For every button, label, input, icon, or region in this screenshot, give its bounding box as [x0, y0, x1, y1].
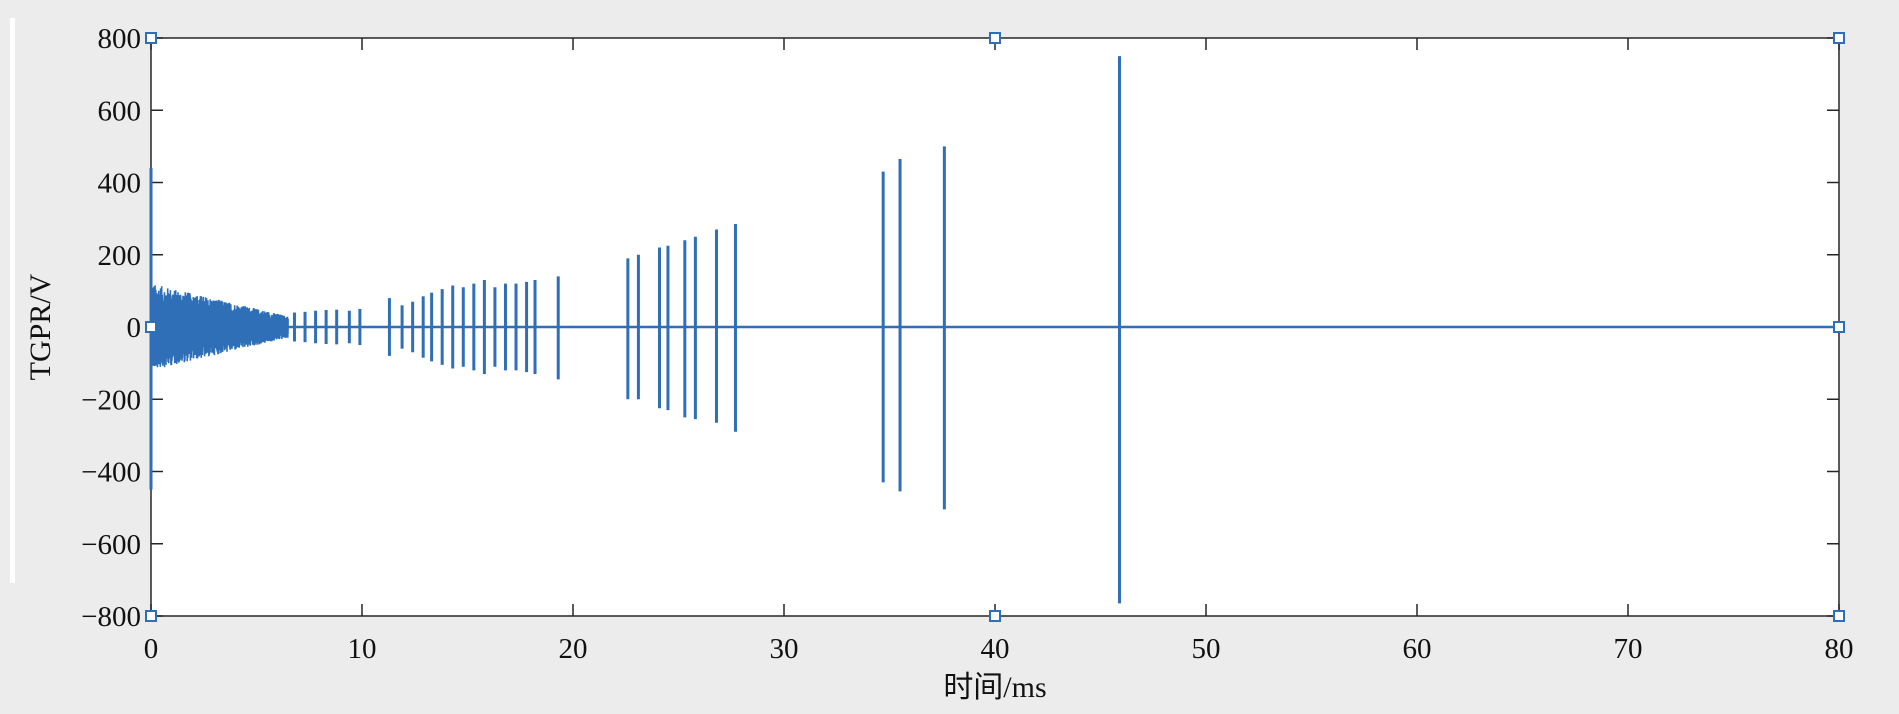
y-tick-label: −400 [81, 457, 141, 489]
frame-marker [145, 610, 157, 622]
x-axis-label: 时间/ms [943, 671, 1046, 704]
y-tick-label: −800 [81, 601, 141, 633]
tick-labels: 0 10 20 30 40 50 60 70 80 800 600 400 200 0 −200 −400 −6… [81, 23, 1853, 665]
frame-marker [145, 32, 157, 44]
y-tick-label: 800 [98, 23, 142, 55]
x-tick-label: 50 [1192, 633, 1221, 665]
frame-marker [989, 610, 1001, 622]
frame-marker [1833, 610, 1845, 622]
x-tick-label: 10 [348, 633, 377, 665]
dense-oscillation [150, 285, 289, 371]
corner-markers [145, 32, 1845, 622]
x-tick-label: 30 [770, 633, 799, 665]
y-tick-label: −600 [81, 529, 141, 561]
y-tick-label: 0 [127, 312, 142, 344]
y-tick-label: −200 [81, 384, 141, 416]
frame-marker [1833, 321, 1845, 333]
frame-marker [145, 321, 157, 333]
y-tick-label: 400 [98, 168, 142, 200]
frame-marker [989, 32, 1001, 44]
x-tick-label: 0 [144, 633, 159, 665]
x-tick-label: 40 [981, 633, 1010, 665]
y-tick-label: 600 [98, 95, 142, 127]
frame-marker [1833, 32, 1845, 44]
left-edge-strip [10, 18, 15, 583]
y-axis-label: TGPR/V [24, 273, 57, 380]
y-tick-label: 200 [98, 240, 142, 272]
x-tick-label: 60 [1403, 633, 1432, 665]
x-tick-label: 20 [559, 633, 588, 665]
x-tick-label: 70 [1614, 633, 1643, 665]
x-tick-label: 80 [1825, 633, 1854, 665]
